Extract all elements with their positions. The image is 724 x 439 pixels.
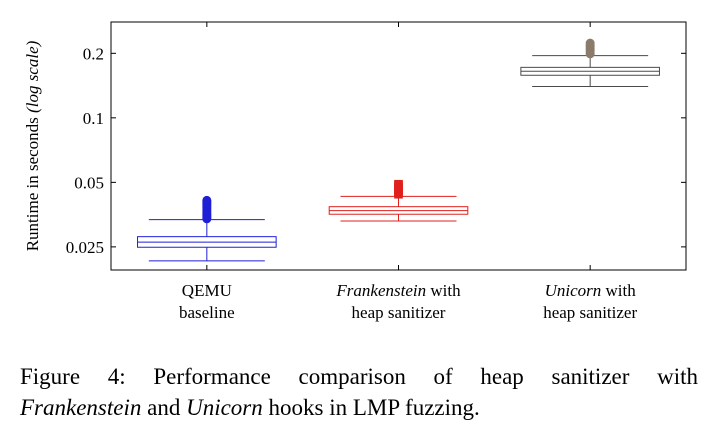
caption-line-1: Figure 4: Performance comparison of heap… [20,364,698,389]
box-series-0 [137,195,277,262]
x-tick-label-line1: QEMU [182,281,232,300]
box-series-1 [328,179,469,222]
y-tick-label: 0.05 [74,173,104,192]
caption-frankenstein: Frankenstein [20,395,142,420]
x-tick-label-line1: Unicorn with [545,281,637,300]
y-tick-label: 0.1 [83,109,104,128]
caption-end: hooks in LMP fuzzing. [262,395,480,420]
plot-frame [110,21,687,271]
y-tick-label: 0.025 [66,238,104,257]
boxes [137,38,660,262]
y-axis: 0.025 0.05 0.1 0.2 [66,44,686,257]
outlier-point [585,38,595,48]
box-series-2 [520,38,660,88]
outlier-point [394,179,403,189]
caption-unicorn: Unicorn [186,395,263,420]
x-tick-label-line2: heap sanitizer [352,303,446,322]
caption-line-2: Frankenstein and Unicorn hooks in LMP fu… [20,392,698,423]
x-tick-label-line2: baseline [179,303,235,322]
figure-caption: Figure 4: Performance comparison of heap… [20,361,698,423]
x-tick-label-line2: heap sanitizer [543,303,637,322]
y-axis-label: Runtime in seconds (log scale) [23,40,42,251]
x-tick-label-line1: Frankenstein with [335,281,461,300]
outlier-point [202,195,212,205]
x-axis: QEMU baseline Frankenstein with heap saniti… [179,22,637,322]
y-tick-label: 0.2 [83,44,104,63]
box-plot-chart: 0.025 0.05 0.1 0.2 Runtime in seconds (log … [23,21,687,322]
caption-and: and [141,395,187,420]
